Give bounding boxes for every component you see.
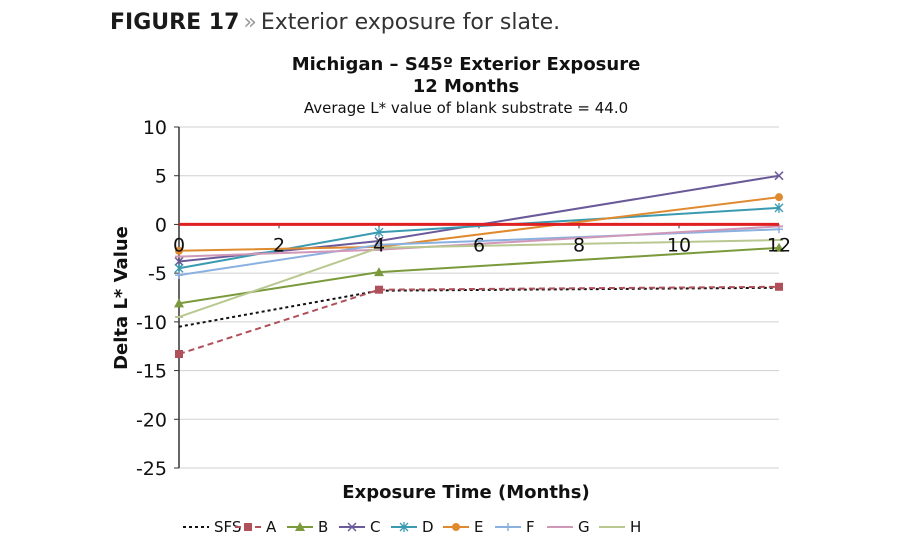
legend-item-h: H	[599, 518, 641, 536]
legend-marker-e	[452, 523, 460, 531]
x-tick-label: 6	[473, 234, 485, 256]
legend-label-h: H	[630, 518, 641, 536]
data-point-a	[175, 350, 183, 359]
data-point-a	[375, 285, 383, 294]
legend-item-e: E	[443, 518, 483, 536]
legend-label-sfs: SFS	[214, 518, 241, 536]
legend-label-c: C	[370, 518, 380, 536]
y-tick-label: -10	[136, 312, 167, 334]
legend-label-a: A	[266, 518, 277, 536]
tick-labels: 10 5 0 -5 -10 -15 -20 -25 0 2 4 6 8 10 12	[136, 117, 791, 480]
chart-title: Michigan – S45º Exterior Exposure	[292, 54, 641, 75]
data-point-d	[774, 202, 784, 213]
chart-subtitle: Average L* value of blank substrate = 44…	[304, 99, 628, 117]
x-tick-label: 12	[767, 234, 791, 256]
legend-item-g: G	[547, 518, 590, 536]
y-tick-label: 5	[155, 166, 167, 188]
series-line-a	[178, 285, 780, 355]
data-point-b	[774, 242, 784, 252]
y-tick-label: -20	[136, 409, 167, 431]
legend-label-f: F	[526, 518, 535, 536]
series-h	[175, 239, 783, 318]
legend-label-d: D	[422, 518, 434, 536]
legend: SFS A B C D E F G H	[183, 518, 641, 536]
series-d	[174, 202, 784, 274]
y-tick-label: 0	[155, 214, 167, 236]
x-tick-label: 8	[573, 234, 585, 256]
data-point-b	[374, 267, 384, 277]
legend-item-sfs: SFS	[183, 518, 241, 536]
legend-item-f: F	[495, 518, 535, 536]
data-point-e	[175, 246, 183, 255]
legend-item-a: A	[235, 518, 277, 536]
x-tick-label: 2	[273, 234, 285, 256]
chart-title-line2: 12 Months	[413, 76, 520, 97]
figure-caption-text: Exterior exposure for slate.	[260, 10, 561, 35]
y-tick-label: -25	[136, 458, 167, 480]
series-line-sfs	[178, 286, 780, 328]
y-tick-label: -15	[136, 361, 167, 383]
legend-label-g: G	[578, 518, 590, 536]
legend-label-e: E	[474, 518, 483, 536]
axes	[174, 126, 780, 469]
figure-label: FIGURE 17	[110, 10, 240, 35]
series-group	[174, 171, 784, 359]
legend-item-c: C	[339, 518, 380, 536]
data-point-c	[774, 171, 784, 181]
legend-label-b: B	[318, 518, 328, 536]
y-tick-label: -5	[148, 263, 167, 285]
legend-marker-f	[504, 523, 512, 531]
data-point-b	[174, 298, 184, 308]
x-tick-label: 0	[173, 234, 185, 256]
data-point-f	[175, 271, 183, 280]
x-axis-label: Exposure Time (Months)	[342, 482, 589, 503]
y-axis-label: Delta L* Value	[111, 226, 132, 370]
x-tick-label: 10	[667, 234, 691, 256]
legend-marker-c	[347, 522, 357, 532]
legend-marker-d	[399, 522, 409, 532]
data-point-c	[174, 256, 184, 266]
data-point-d	[374, 227, 384, 238]
data-point-e	[775, 193, 783, 202]
legend-item-d: D	[391, 518, 434, 536]
y-tick-label: 10	[143, 117, 167, 139]
series-a	[175, 282, 783, 359]
legend-marker-a	[244, 523, 252, 531]
figure-caption: FIGURE 17» Exterior exposure for slate.	[110, 10, 560, 35]
figure-separator: »	[243, 10, 257, 35]
x-tick-label: 4	[373, 234, 385, 256]
series-sfs	[178, 286, 780, 328]
data-point-a	[775, 282, 783, 291]
gridlines	[179, 126, 779, 469]
legend-marker-b	[295, 522, 305, 531]
legend-item-b: B	[287, 518, 328, 536]
